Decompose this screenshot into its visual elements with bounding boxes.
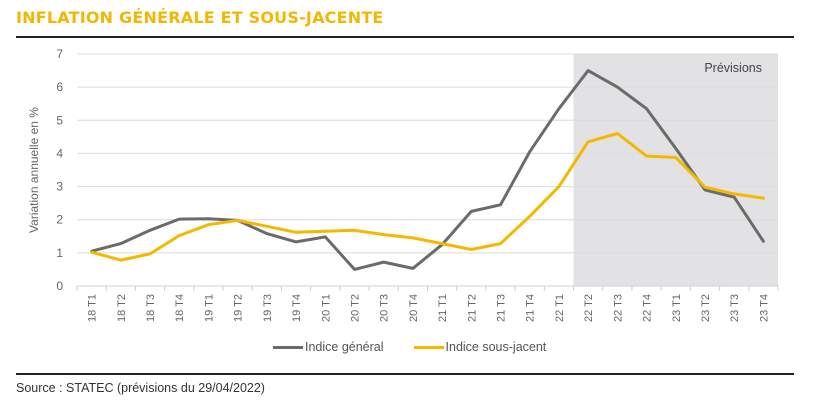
x-tick-label: 19 T2 bbox=[233, 294, 245, 322]
x-tick-label: 18 T4 bbox=[174, 294, 186, 322]
bottom-rule bbox=[16, 373, 794, 375]
x-tick-label: 21 T1 bbox=[437, 294, 449, 322]
y-tick-label: 1 bbox=[56, 246, 63, 260]
x-tick-label: 20 T1 bbox=[320, 294, 332, 322]
x-tick-label: 21 T2 bbox=[466, 294, 478, 322]
y-tick-label: 5 bbox=[56, 113, 63, 127]
x-tick-label: 22 T2 bbox=[583, 294, 595, 322]
legend: Indice général Indice sous-jacent bbox=[273, 340, 546, 354]
x-tick-label: 18 T2 bbox=[116, 294, 128, 322]
forecast-band bbox=[573, 54, 778, 286]
x-tick-label: 18 T3 bbox=[145, 294, 157, 322]
x-tick-label: 23 T1 bbox=[671, 294, 683, 322]
x-tick-label: 22 T4 bbox=[642, 294, 654, 322]
x-tick-label: 21 T4 bbox=[525, 294, 537, 322]
x-tick-label: 23 T2 bbox=[700, 294, 712, 322]
x-tick-label: 18 T1 bbox=[87, 294, 99, 322]
top-rule bbox=[16, 36, 794, 38]
forecast-label: Prévisions bbox=[704, 61, 762, 75]
legend-swatch-underlying bbox=[413, 345, 444, 349]
x-tick-label: 23 T3 bbox=[729, 294, 741, 322]
y-tick-label: 4 bbox=[56, 146, 63, 160]
x-tick-label: 22 T1 bbox=[554, 294, 566, 322]
legend-swatch-general bbox=[273, 345, 303, 349]
x-tick-label: 20 T3 bbox=[379, 294, 391, 322]
x-tick-label: 23 T4 bbox=[758, 294, 770, 322]
x-tick-label: 22 T3 bbox=[612, 294, 624, 322]
legend-label-underlying: Indice sous-jacent bbox=[445, 340, 547, 354]
y-tick-label: 0 bbox=[56, 279, 63, 293]
y-tick-label: 3 bbox=[56, 180, 63, 194]
x-tick-label: 20 T4 bbox=[408, 294, 420, 322]
source-note: Source : STATEC (prévisions du 29/04/202… bbox=[16, 381, 265, 395]
series-line-general bbox=[90, 69, 765, 271]
x-tick-label: 20 T2 bbox=[349, 294, 361, 322]
x-tick-label: 19 T1 bbox=[203, 294, 215, 322]
line-chart: Prévisions 0 1 2 3 4 5 6 7 Variation annuelle en … bbox=[27, 47, 779, 322]
x-tick-label: 19 T4 bbox=[291, 294, 303, 322]
legend-item-underlying: Indice sous-jacent bbox=[413, 340, 547, 354]
y-tick-label: 6 bbox=[56, 80, 63, 94]
y-tick-label: 2 bbox=[56, 213, 63, 227]
series-line-underlying bbox=[90, 132, 765, 262]
x-tick-label: 19 T3 bbox=[262, 294, 274, 322]
y-tick-label: 7 bbox=[56, 47, 63, 61]
chart-title: INFLATION GÉNÉRALE ET SOUS-JACENTE bbox=[16, 8, 384, 27]
legend-item-general: Indice général bbox=[273, 340, 384, 354]
legend-label-general: Indice général bbox=[305, 340, 384, 354]
y-axis-label: Variation annuelle en % bbox=[27, 107, 41, 233]
x-tick-label: 21 T3 bbox=[496, 294, 508, 322]
